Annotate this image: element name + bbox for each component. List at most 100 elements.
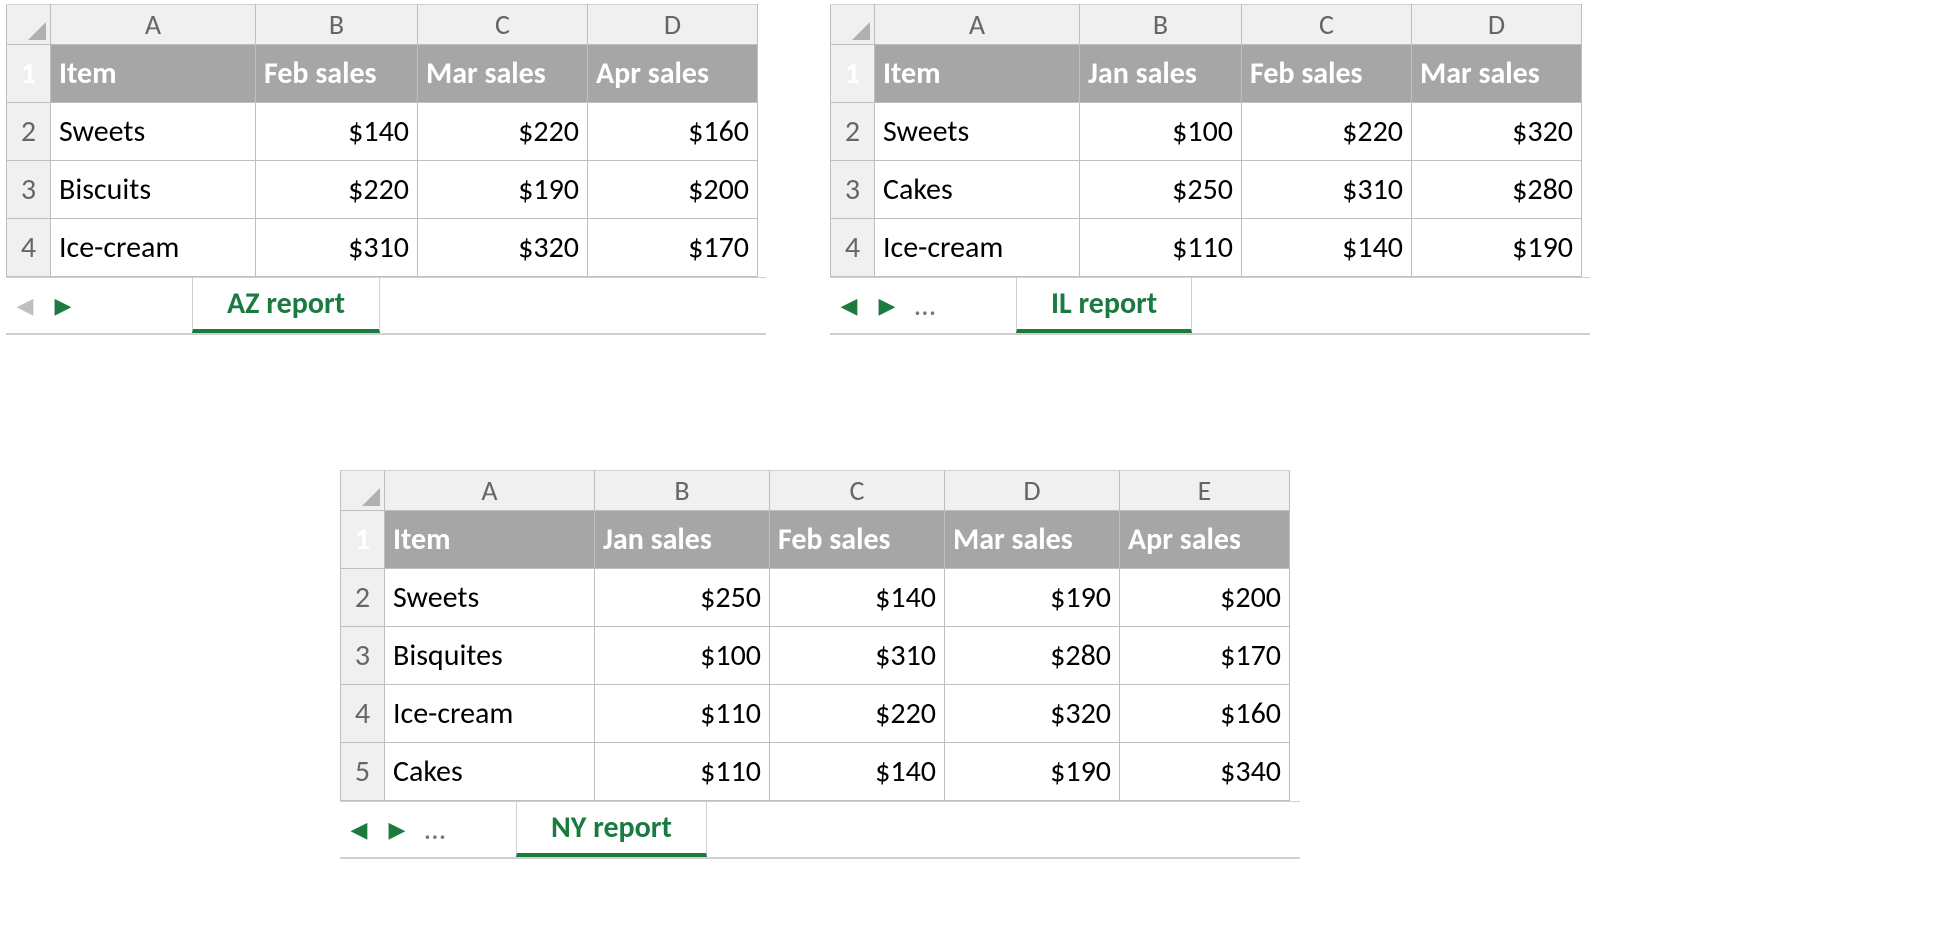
cell-val[interactable]: $110: [595, 743, 770, 801]
row-header-1[interactable]: 1: [831, 45, 875, 103]
cell-val[interactable]: $190: [418, 161, 588, 219]
cell-val[interactable]: $190: [1412, 219, 1582, 277]
col-header-C[interactable]: C: [418, 5, 588, 45]
tab-nav-prev-icon[interactable]: ◀: [6, 292, 44, 319]
cell-val[interactable]: $100: [595, 627, 770, 685]
sheet-tab-bar: ◀ ▶ AZ report: [6, 277, 766, 335]
cell-val[interactable]: $140: [770, 569, 945, 627]
row-header-2[interactable]: 2: [831, 103, 875, 161]
sheet-tab-active[interactable]: IL report: [1016, 278, 1192, 333]
cell-val[interactable]: $320: [1412, 103, 1582, 161]
cell-val[interactable]: $250: [595, 569, 770, 627]
header-col-c[interactable]: Mar sales: [418, 45, 588, 103]
tab-nav-prev-icon[interactable]: ◀: [830, 292, 868, 319]
cell-val[interactable]: $100: [1080, 103, 1242, 161]
cell-val[interactable]: $170: [1120, 627, 1290, 685]
row-header-5[interactable]: 5: [341, 743, 385, 801]
col-header-A[interactable]: A: [51, 5, 256, 45]
sheet-tab-active[interactable]: NY report: [516, 802, 707, 857]
tab-nav-prev-icon[interactable]: ◀: [340, 816, 378, 843]
row-header-3[interactable]: 3: [7, 161, 51, 219]
cell-item[interactable]: Cakes: [385, 743, 595, 801]
cell-val[interactable]: $110: [595, 685, 770, 743]
cell-val[interactable]: $190: [945, 743, 1120, 801]
cell-val[interactable]: $310: [256, 219, 418, 277]
cell-val[interactable]: $220: [256, 161, 418, 219]
col-header-A[interactable]: A: [875, 5, 1080, 45]
select-all-corner[interactable]: [831, 5, 875, 45]
col-header-E[interactable]: E: [1120, 471, 1290, 511]
header-item[interactable]: Item: [875, 45, 1080, 103]
cell-val[interactable]: $110: [1080, 219, 1242, 277]
col-header-C[interactable]: C: [770, 471, 945, 511]
cell-item[interactable]: Biscuits: [51, 161, 256, 219]
cell-val[interactable]: $280: [1412, 161, 1582, 219]
header-col-b[interactable]: Jan sales: [595, 511, 770, 569]
cell-item[interactable]: Cakes: [875, 161, 1080, 219]
col-header-D[interactable]: D: [1412, 5, 1582, 45]
sheet-tab-active[interactable]: AZ report: [192, 278, 380, 333]
col-header-D[interactable]: D: [588, 5, 758, 45]
tab-nav-ellipsis[interactable]: …: [416, 811, 456, 848]
row-header-1[interactable]: 1: [7, 45, 51, 103]
cell-item[interactable]: Ice-cream: [51, 219, 256, 277]
header-col-d[interactable]: Apr sales: [588, 45, 758, 103]
cell-item[interactable]: Sweets: [875, 103, 1080, 161]
header-col-e[interactable]: Apr sales: [1120, 511, 1290, 569]
cell-item[interactable]: Ice-cream: [875, 219, 1080, 277]
header-col-c[interactable]: Feb sales: [1242, 45, 1412, 103]
col-header-A[interactable]: A: [385, 471, 595, 511]
cell-val[interactable]: $320: [945, 685, 1120, 743]
header-col-d[interactable]: Mar sales: [1412, 45, 1582, 103]
column-header-row: A B C D E: [341, 471, 1290, 511]
header-col-b[interactable]: Jan sales: [1080, 45, 1242, 103]
header-col-d[interactable]: Mar sales: [945, 511, 1120, 569]
header-col-b[interactable]: Feb sales: [256, 45, 418, 103]
select-all-corner[interactable]: [341, 471, 385, 511]
table-header-row: 1 Item Feb sales Mar sales Apr sales: [7, 45, 758, 103]
col-header-D[interactable]: D: [945, 471, 1120, 511]
header-col-c[interactable]: Feb sales: [770, 511, 945, 569]
row-header-2[interactable]: 2: [7, 103, 51, 161]
cell-val[interactable]: $250: [1080, 161, 1242, 219]
header-item[interactable]: Item: [385, 511, 595, 569]
cell-val[interactable]: $320: [418, 219, 588, 277]
cell-val[interactable]: $280: [945, 627, 1120, 685]
col-header-B[interactable]: B: [595, 471, 770, 511]
cell-val[interactable]: $310: [770, 627, 945, 685]
cell-val[interactable]: $160: [588, 103, 758, 161]
cell-val[interactable]: $170: [588, 219, 758, 277]
row-header-4[interactable]: 4: [7, 219, 51, 277]
tab-nav-ellipsis[interactable]: …: [906, 287, 946, 324]
row-header-3[interactable]: 3: [831, 161, 875, 219]
row-header-1[interactable]: 1: [341, 511, 385, 569]
cell-val[interactable]: $310: [1242, 161, 1412, 219]
tab-nav-next-icon[interactable]: ▶: [44, 292, 82, 319]
tab-nav-next-icon[interactable]: ▶: [868, 292, 906, 319]
cell-val[interactable]: $220: [1242, 103, 1412, 161]
cell-item[interactable]: Sweets: [385, 569, 595, 627]
cell-val[interactable]: $220: [418, 103, 588, 161]
cell-val[interactable]: $160: [1120, 685, 1290, 743]
cell-item[interactable]: Sweets: [51, 103, 256, 161]
cell-item[interactable]: Ice-cream: [385, 685, 595, 743]
cell-val[interactable]: $340: [1120, 743, 1290, 801]
row-header-4[interactable]: 4: [341, 685, 385, 743]
tab-nav-next-icon[interactable]: ▶: [378, 816, 416, 843]
cell-val[interactable]: $220: [770, 685, 945, 743]
row-header-2[interactable]: 2: [341, 569, 385, 627]
header-item[interactable]: Item: [51, 45, 256, 103]
cell-item[interactable]: Bisquites: [385, 627, 595, 685]
col-header-B[interactable]: B: [256, 5, 418, 45]
col-header-B[interactable]: B: [1080, 5, 1242, 45]
cell-val[interactable]: $200: [588, 161, 758, 219]
col-header-C[interactable]: C: [1242, 5, 1412, 45]
cell-val[interactable]: $200: [1120, 569, 1290, 627]
cell-val[interactable]: $190: [945, 569, 1120, 627]
cell-val[interactable]: $140: [770, 743, 945, 801]
row-header-3[interactable]: 3: [341, 627, 385, 685]
cell-val[interactable]: $140: [1242, 219, 1412, 277]
select-all-corner[interactable]: [7, 5, 51, 45]
row-header-4[interactable]: 4: [831, 219, 875, 277]
cell-val[interactable]: $140: [256, 103, 418, 161]
